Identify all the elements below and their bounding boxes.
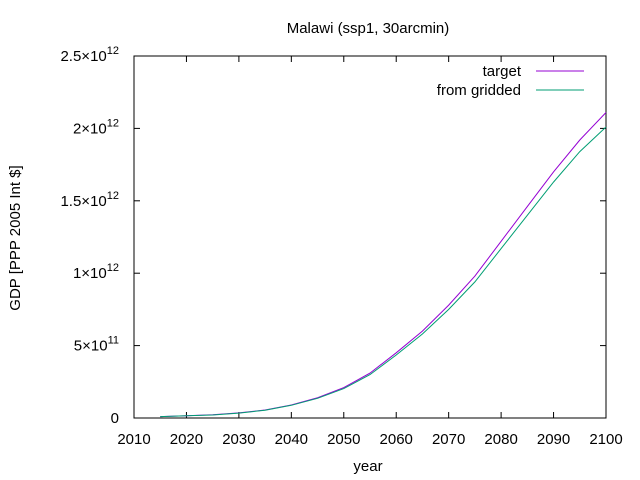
x-tick-label: 2070 (432, 431, 465, 448)
y-tick-label: 0 (111, 410, 119, 427)
y-tick-exponent: 11 (108, 335, 119, 347)
series-line-from-gridded (160, 126, 607, 418)
x-tick-label: 2020 (170, 431, 203, 448)
y-tick-mantissa: 2×10 (73, 120, 107, 137)
y-axis-label: GDP [PPP 2005 Int $] (7, 165, 24, 310)
legend: target from gridded (437, 63, 584, 99)
y-tick-exponent: 12 (107, 190, 119, 202)
y-tick-label: 1×1012 (73, 262, 119, 282)
x-axis-label: year (353, 458, 382, 475)
x-tick-label: 2010 (117, 431, 150, 448)
x-tick-label: 2100 (589, 431, 622, 448)
y-tick-exponent: 12 (107, 45, 119, 57)
legend-label-from-gridded: from gridded (437, 82, 521, 99)
x-tick-label: 2080 (484, 431, 517, 448)
chart-title: Malawi (ssp1, 30arcmin) (287, 20, 450, 37)
x-tick-label: 2090 (537, 431, 570, 448)
y-tick-mantissa: 1.5×10 (60, 193, 106, 210)
plot-border (133, 55, 607, 419)
x-tick-label: 2030 (222, 431, 255, 448)
y-tick-mantissa: 2.5×10 (60, 48, 106, 65)
y-tick-exponent: 12 (107, 117, 119, 129)
y-tick-label: 1.5×1012 (60, 190, 119, 210)
y-tick-mantissa: 1×10 (73, 265, 107, 282)
y-tick-mantissa: 0 (111, 410, 119, 427)
y-tick-label: 2×1012 (73, 117, 119, 137)
legend-label-target: target (483, 63, 522, 80)
x-tick-label: 2060 (380, 431, 413, 448)
y-tick-mantissa: 5×10 (74, 338, 108, 355)
series-line-target (160, 112, 607, 418)
y-tick-label: 2.5×1012 (60, 45, 119, 65)
y-tick-exponent: 12 (107, 262, 119, 274)
x-tick-label: 2050 (327, 431, 360, 448)
y-tick-label: 5×1011 (74, 335, 119, 355)
x-tick-label: 2040 (275, 431, 308, 448)
